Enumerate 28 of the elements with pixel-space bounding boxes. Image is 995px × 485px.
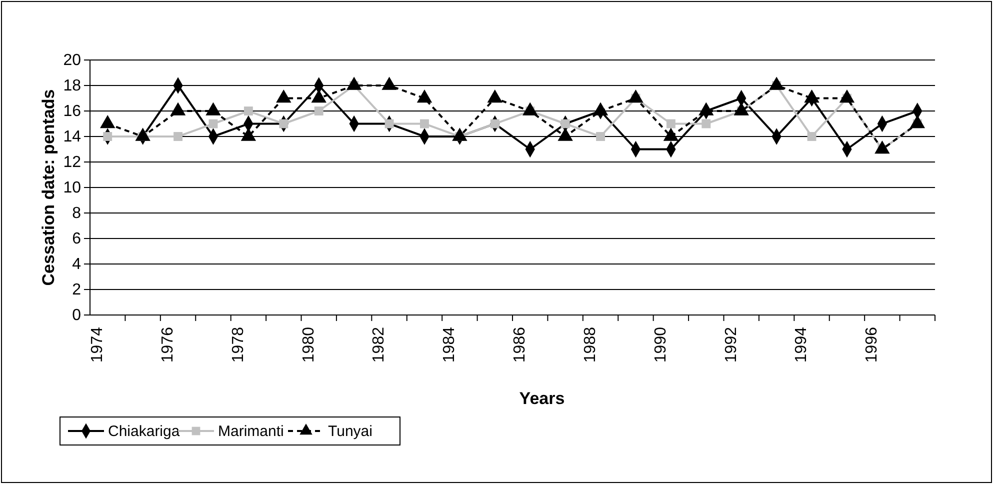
x-axis-title: Years <box>519 389 565 408</box>
x-tick-label: 1986 <box>512 326 529 363</box>
x-tick-label: 1992 <box>722 326 740 363</box>
x-tick-label: 1994 <box>793 326 810 363</box>
x-tick-label: 1988 <box>582 326 599 363</box>
y-tick-label: 10 <box>63 180 82 197</box>
x-tick-label: 1990 <box>652 326 670 363</box>
y-tick-label: 8 <box>72 205 82 222</box>
y-tick-label: 6 <box>72 230 82 248</box>
y-tick-label: 4 <box>72 256 82 274</box>
legend-label: Chiakariga <box>108 423 180 440</box>
legend-label: Tunyai <box>328 423 372 440</box>
y-tick-label: 14 <box>63 128 82 146</box>
legend-label: Marimanti <box>218 423 284 440</box>
y-tick-label: 2 <box>72 282 82 299</box>
y-tick-label: 18 <box>63 78 82 95</box>
x-tick-label: 1980 <box>300 326 318 363</box>
x-tick-label: 1982 <box>370 326 388 363</box>
y-axis-title: Cessation date: pentads <box>39 89 58 286</box>
y-tick-label: 0 <box>72 307 82 324</box>
x-tick-label: 1984 <box>441 326 458 363</box>
y-tick-label: 16 <box>63 103 82 120</box>
y-tick-label: 12 <box>63 154 82 172</box>
x-tick-label: 1996 <box>864 326 881 363</box>
x-tick-label: 1974 <box>89 326 106 363</box>
y-tick-label: 20 <box>63 52 82 70</box>
x-tick-label: 1978 <box>230 326 247 363</box>
x-tick-label: 1976 <box>159 326 176 363</box>
